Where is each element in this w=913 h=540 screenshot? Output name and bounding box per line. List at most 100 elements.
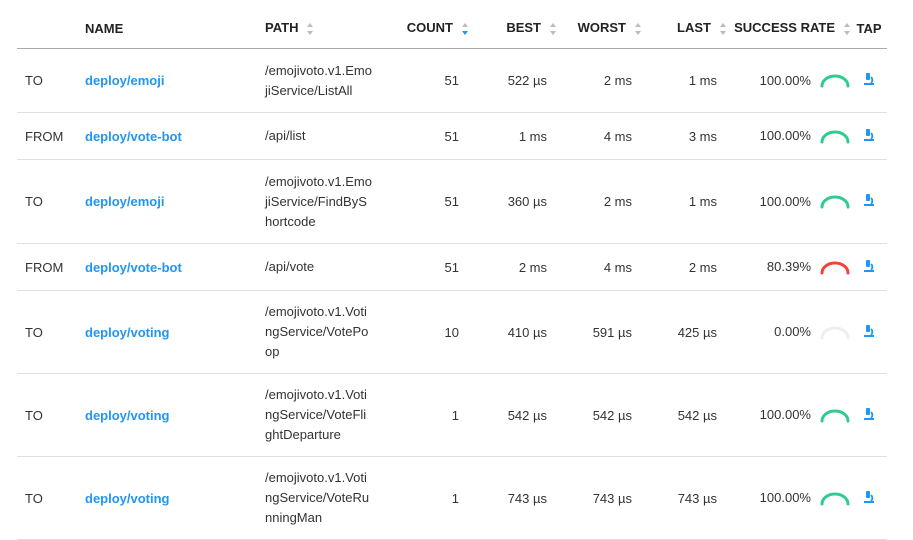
last-latency: 3 ms	[642, 112, 727, 160]
sort-icon[interactable]	[843, 22, 851, 36]
header-last[interactable]: LAST	[642, 8, 727, 49]
tap-cell	[851, 290, 887, 374]
tap-cell	[851, 159, 887, 244]
success-rate: 100.00%	[759, 407, 811, 423]
success-gauge-icon	[820, 130, 850, 144]
microscope-tap-icon[interactable]	[862, 259, 876, 273]
success-gauge-icon	[820, 195, 850, 209]
header-path[interactable]: PATH	[265, 8, 381, 49]
microscope-tap-icon[interactable]	[862, 193, 876, 207]
resource-link[interactable]: deploy/vote-bot	[85, 128, 182, 144]
name-cell: deploy/emoji	[85, 159, 265, 244]
best-latency: 1 ms	[469, 112, 557, 160]
name-cell: deploy/emoji	[85, 48, 265, 113]
header-count[interactable]: COUNT	[381, 8, 469, 49]
worst-latency: 2 ms	[557, 48, 642, 113]
path: /emojivoto.v1.VotingService/VoteRunningM…	[265, 456, 381, 540]
table-row: TO deploy/voting /emojivoto.v1.VotingSer…	[17, 373, 887, 457]
count: 10	[381, 290, 469, 374]
header-best[interactable]: BEST	[469, 8, 557, 49]
direction: TO	[17, 373, 85, 457]
best-latency: 2 ms	[469, 243, 557, 291]
success-rate: 100.00%	[759, 72, 811, 88]
success-gauge-icon	[820, 74, 850, 88]
resource-link[interactable]: deploy/emoji	[85, 73, 165, 88]
success-gauge-icon	[820, 261, 850, 275]
header-tap: TAP	[851, 8, 887, 49]
name-cell: deploy/voting	[85, 290, 265, 374]
header-path-label: PATH	[265, 20, 299, 36]
count: 1	[381, 373, 469, 457]
count: 51	[381, 159, 469, 244]
tap-cell	[851, 48, 887, 113]
success-rate: 0.00%	[774, 324, 811, 340]
header-worst[interactable]: WORST	[557, 8, 642, 49]
path: /api/vote	[265, 243, 381, 291]
success-rate-cell: 100.00%	[727, 159, 851, 244]
header-success-label: SUCCESS RATE	[734, 20, 835, 36]
path: /emojivoto.v1.EmojiService/FindByShortco…	[265, 159, 381, 244]
name-cell: deploy/vote-bot	[85, 112, 265, 160]
direction: FROM	[17, 112, 85, 160]
worst-latency: 743 µs	[557, 456, 642, 540]
best-latency: 743 µs	[469, 456, 557, 540]
tap-cell	[851, 243, 887, 291]
header-direction	[17, 8, 85, 49]
resource-link[interactable]: deploy/voting	[85, 407, 170, 423]
count: 51	[381, 112, 469, 160]
success-rate: 80.39%	[766, 259, 811, 275]
worst-latency: 4 ms	[557, 243, 642, 291]
path: /api/list	[265, 112, 381, 160]
sort-icon[interactable]	[549, 22, 557, 36]
resource-link[interactable]: deploy/vote-bot	[85, 259, 182, 275]
worst-latency: 542 µs	[557, 373, 642, 457]
success-gauge-icon	[820, 409, 850, 423]
count: 51	[381, 48, 469, 113]
microscope-tap-icon[interactable]	[862, 128, 876, 142]
resource-link[interactable]: deploy/voting	[85, 324, 170, 340]
last-latency: 2 ms	[642, 243, 727, 291]
last-latency: 542 µs	[642, 373, 727, 457]
direction: TO	[17, 290, 85, 374]
success-rate: 100.00%	[759, 193, 811, 209]
sort-desc-icon[interactable]	[461, 22, 469, 36]
microscope-tap-icon[interactable]	[862, 324, 876, 338]
best-latency: 542 µs	[469, 373, 557, 457]
success-rate-cell: 100.00%	[727, 373, 851, 457]
direction: TO	[17, 159, 85, 244]
last-latency: 1 ms	[642, 48, 727, 113]
microscope-tap-icon[interactable]	[862, 72, 876, 86]
microscope-tap-icon[interactable]	[862, 407, 876, 421]
sort-icon[interactable]	[306, 22, 314, 36]
direction: TO	[17, 456, 85, 540]
table-row: TO deploy/voting /emojivoto.v1.VotingSer…	[17, 290, 887, 374]
table-row: TO deploy/voting /emojivoto.v1.VotingSer…	[17, 456, 887, 540]
sort-icon[interactable]	[719, 22, 727, 36]
success-rate: 100.00%	[759, 490, 811, 506]
name-cell: deploy/vote-bot	[85, 243, 265, 291]
success-rate: 100.00%	[759, 128, 811, 144]
worst-latency: 591 µs	[557, 290, 642, 374]
table-row: FROM deploy/vote-bot /api/list 51 1 ms 4…	[17, 112, 887, 160]
last-latency: 1 ms	[642, 159, 727, 244]
table-row: TO deploy/emoji /emojivoto.v1.EmojiServi…	[17, 159, 887, 244]
success-rate-cell: 100.00%	[727, 456, 851, 540]
worst-latency: 2 ms	[557, 159, 642, 244]
best-latency: 410 µs	[469, 290, 557, 374]
header-success-rate[interactable]: SUCCESS RATE	[727, 8, 851, 49]
microscope-tap-icon[interactable]	[862, 490, 876, 504]
direction: FROM	[17, 243, 85, 291]
best-latency: 522 µs	[469, 48, 557, 113]
sort-icon[interactable]	[634, 22, 642, 36]
header-last-label: LAST	[677, 20, 711, 36]
resource-link[interactable]: deploy/emoji	[85, 194, 165, 209]
tap-cell	[851, 456, 887, 540]
table-header: NAME PATH COUNT BEST WORST LAST SUCCESS …	[17, 8, 887, 49]
header-name[interactable]: NAME	[85, 8, 265, 49]
path: /emojivoto.v1.VotingService/VotePoop	[265, 290, 381, 374]
success-rate-cell: 100.00%	[727, 48, 851, 113]
resource-link[interactable]: deploy/voting	[85, 490, 170, 506]
best-latency: 360 µs	[469, 159, 557, 244]
success-rate-cell: 0.00%	[727, 290, 851, 374]
header-worst-label: WORST	[577, 20, 626, 36]
